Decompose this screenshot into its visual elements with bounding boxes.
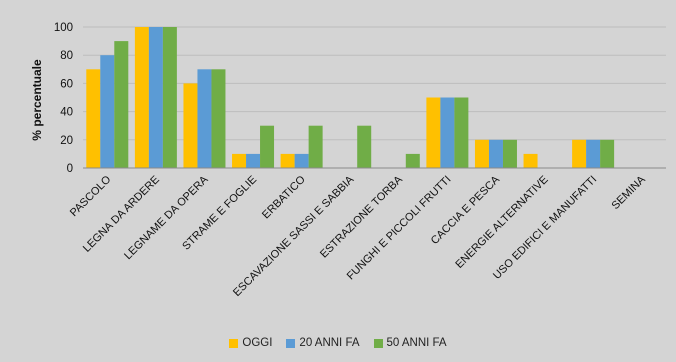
x-tick-label: ENERGIE ALTERNATIVE: [453, 174, 550, 271]
bar: [260, 125, 275, 168]
bar: [523, 153, 538, 168]
bar: [134, 27, 149, 168]
x-tick-label: ESTRAZIONE TORBA: [318, 173, 405, 260]
x-tick-label: LEGNAME DA OPERA: [122, 173, 211, 262]
bar: [454, 97, 469, 168]
bar: [86, 69, 101, 168]
bar: [148, 27, 163, 168]
bar: [357, 125, 372, 168]
y-tick-label: 100: [54, 22, 73, 34]
bar: [162, 27, 177, 168]
legend-label: OGGI: [242, 337, 273, 349]
legend-swatch: [373, 338, 383, 348]
bar: [572, 139, 587, 168]
x-tick-label: SEMINA: [610, 173, 649, 212]
bar: [426, 97, 441, 168]
legend-label: 50 ANNI FA: [386, 337, 447, 349]
bar: [600, 139, 615, 168]
bar: [183, 83, 198, 168]
bar: [488, 139, 503, 168]
gridlines: [83, 26, 666, 141]
x-tick-label: PASCOLO: [68, 173, 114, 219]
y-tick-label: 80: [60, 50, 73, 62]
legend-item: 50 ANNI FA: [373, 337, 447, 349]
legend: OGGI 20 ANNI FA 50 ANNI FA: [0, 333, 676, 353]
y-axis-title: % percentuale: [30, 59, 44, 141]
legend-label: 20 ANNI FA: [299, 337, 360, 349]
bar: [197, 69, 212, 168]
legend-swatch: [229, 338, 239, 348]
bar: [294, 153, 309, 168]
bar: [586, 139, 601, 168]
bar: [405, 153, 420, 168]
bars: [86, 27, 615, 169]
y-tick-label: 0: [67, 163, 73, 175]
bar: [100, 55, 115, 169]
legend-item: OGGI: [229, 337, 272, 349]
y-tick-label: 40: [60, 107, 73, 119]
x-tick-label: USO EDIFICI E MANUFATTI: [491, 174, 599, 282]
bar: [502, 139, 517, 168]
bar: [280, 153, 295, 168]
legend-swatch: [286, 338, 296, 348]
x-tick-label: FUNGHI E PICCOLI FRUTTI: [345, 174, 454, 283]
bar: [308, 125, 323, 168]
legend-item: 20 ANNI FA: [286, 337, 360, 349]
y-tick-label: 60: [60, 78, 73, 90]
bar: [211, 69, 226, 168]
bar: [114, 41, 129, 168]
bar: [474, 139, 489, 168]
bar: [232, 153, 247, 168]
bar: [440, 97, 455, 168]
bar: [246, 153, 261, 168]
y-tick-label: 20: [60, 135, 73, 147]
x-tick-label: ERBATICO: [260, 173, 308, 221]
